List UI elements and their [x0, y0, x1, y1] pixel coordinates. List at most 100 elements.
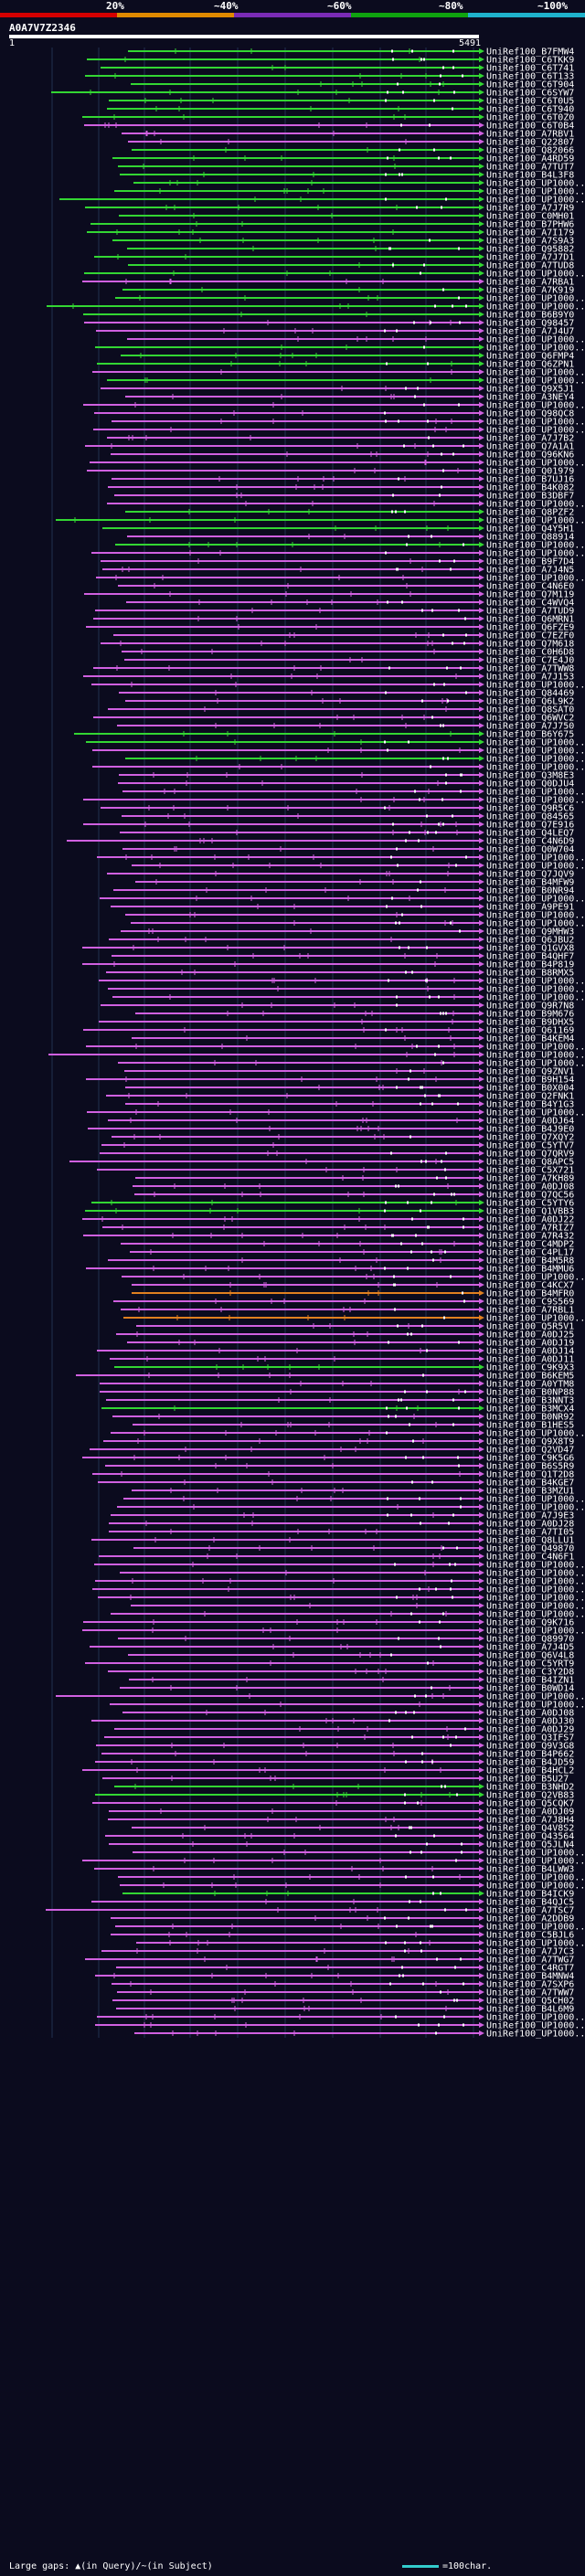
hit-label[interactable]: UniRef100_Q01979 [486, 467, 574, 477]
hit-label[interactable]: UniRef100_Q6WVC2 [486, 714, 574, 724]
hit-label[interactable]: UniRef100_B4K082 [486, 483, 574, 493]
hit-label[interactable]: UniRef100_A3NEY4 [486, 393, 574, 403]
hit-label[interactable]: UniRef100_A2DDB9 [486, 1914, 574, 1924]
hit-row[interactable]: UniRef100_UP1000.. [107, 500, 585, 510]
hit-label[interactable]: UniRef100_B4HCL2 [486, 1766, 574, 1776]
hit-row[interactable]: UniRef100_A7J4N5 [102, 566, 574, 576]
hit-row[interactable]: UniRef100_UP1000.. [132, 862, 585, 872]
hit-row[interactable]: UniRef100_Q96KN6 [111, 451, 574, 461]
hit-label[interactable]: UniRef100_A7J4U7 [486, 327, 574, 337]
hit-label[interactable]: UniRef100_UP1000.. [486, 344, 585, 354]
hit-label[interactable]: UniRef100_B4MFR0 [486, 1289, 574, 1299]
hit-label[interactable]: UniRef100_UP1000.. [486, 911, 585, 921]
hit-label[interactable]: UniRef100_Q98QC8 [486, 409, 574, 419]
hit-label[interactable]: UniRef100_Q2FNK1 [486, 1092, 574, 1102]
hit-label[interactable]: UniRef100_B1HES5 [486, 1421, 574, 1431]
hit-row[interactable]: UniRef100_A7SXP6 [112, 1980, 574, 1990]
hit-label[interactable]: UniRef100_UP1000.. [486, 574, 585, 584]
hit-label[interactable]: UniRef100_B6KEM5 [486, 1372, 574, 1382]
hit-label[interactable]: UniRef100_A0DJ30 [486, 1717, 574, 1727]
hit-label[interactable]: UniRef100_A0DJ64 [486, 1117, 574, 1127]
hit-label[interactable]: UniRef100_Q6V4L8 [486, 1651, 574, 1661]
hit-label[interactable]: UniRef100_A0DJ09 [486, 1807, 574, 1818]
hit-row[interactable]: UniRef100_UP1000.. [56, 516, 585, 526]
hit-label[interactable]: UniRef100_Q9ZNV1 [486, 1067, 574, 1077]
hit-label[interactable]: UniRef100_A7J7D1 [486, 253, 574, 263]
hit-label[interactable]: UniRef100_UP1000.. [486, 1051, 585, 1061]
hit-row[interactable]: UniRef100_UP1000.. [123, 1314, 585, 1324]
hit-row[interactable]: UniRef100_B9DHX5 [99, 1018, 574, 1028]
hit-label[interactable]: UniRef100_Q6ZPN1 [486, 360, 574, 370]
hit-row[interactable]: UniRef100_C5YRT9 [85, 1659, 574, 1670]
hit-label[interactable]: UniRef100_B9F7D4 [486, 557, 574, 567]
hit-label[interactable]: UniRef100_UP1000.. [486, 1692, 585, 1702]
hit-row[interactable]: UniRef100_B4MFW9 [135, 878, 574, 888]
hit-row[interactable]: UniRef100_Q9X5J1 [101, 385, 574, 395]
hit-label[interactable]: UniRef100_Q7E916 [486, 821, 574, 831]
hit-row[interactable]: UniRef100_A7KH89 [135, 1174, 574, 1184]
hit-label[interactable]: UniRef100_A7RBA1 [486, 278, 574, 288]
hit-row[interactable]: UniRef100_C4N6F1 [99, 1553, 574, 1563]
hit-row[interactable]: UniRef100_A7I179 [87, 228, 574, 239]
hit-label[interactable]: UniRef100_Q9MHW3 [486, 928, 574, 938]
hit-row[interactable]: UniRef100_Q7JQV9 [107, 870, 574, 880]
hit-row[interactable]: UniRef100_UP1000.. [83, 796, 585, 806]
hit-row[interactable]: UniRef100_A4RD59 [112, 154, 574, 164]
hit-row[interactable]: UniRef100_A7RBL1 [121, 1306, 574, 1316]
hit-label[interactable]: UniRef100_B7PHW6 [486, 220, 574, 230]
hit-row[interactable]: UniRef100_Q7XQY2 [112, 1133, 574, 1143]
hit-row[interactable]: UniRef100_UP1000.. [136, 1939, 585, 1949]
hit-label[interactable]: UniRef100_Q0DJU4 [486, 779, 574, 790]
hit-row[interactable]: UniRef100_UP1000.. [120, 1882, 585, 1892]
hit-label[interactable]: UniRef100_Q6MRN1 [486, 615, 574, 625]
hit-row[interactable]: UniRef100_A7J4D5 [90, 1643, 574, 1653]
hit-row[interactable]: UniRef100_Q7A1A1 [85, 442, 574, 452]
hit-label[interactable]: UniRef100_A0DJ22 [486, 1215, 574, 1225]
hit-label[interactable]: UniRef100_UP1000.. [486, 1059, 585, 1069]
hit-label[interactable]: UniRef100_A7J7B2 [486, 434, 574, 444]
hit-row[interactable]: UniRef100_A7J4U7 [96, 327, 574, 337]
hit-row[interactable]: UniRef100_UP1000.. [95, 1577, 585, 1587]
hit-row[interactable]: UniRef100_UP1000.. [95, 344, 585, 354]
hit-row[interactable]: UniRef100_B4KGE7 [98, 1479, 574, 1489]
hit-label[interactable]: UniRef100_B3NNT3 [486, 1396, 574, 1406]
hit-label[interactable]: UniRef100_B3MCX4 [486, 1405, 574, 1415]
hit-row[interactable]: UniRef100_UP1000.. [86, 738, 585, 748]
hit-row[interactable]: UniRef100_B4MFR0 [132, 1289, 574, 1299]
hit-label[interactable]: UniRef100_B0NP88 [486, 1388, 574, 1398]
hit-label[interactable]: UniRef100_Q89970 [486, 1635, 574, 1645]
hit-label[interactable]: UniRef100_UP1000.. [486, 1561, 585, 1571]
hit-label[interactable]: UniRef100_B8RMX5 [486, 969, 574, 979]
hit-row[interactable]: UniRef100_UP1000.. [82, 1627, 585, 1637]
hit-row[interactable]: UniRef100_Q84565 [122, 812, 574, 822]
hit-label[interactable]: UniRef100_B0NR92 [486, 1413, 574, 1423]
hit-label[interactable]: UniRef100_A0DJ11 [486, 1355, 574, 1365]
hit-label[interactable]: UniRef100_Q3IFS7 [486, 1733, 574, 1744]
hit-row[interactable]: UniRef100_Q8LLU1 [91, 1536, 574, 1546]
hit-row[interactable]: UniRef100_A7J7C3 [101, 1947, 574, 1957]
hit-label[interactable]: UniRef100_Q6FMP4 [486, 352, 574, 362]
hit-row[interactable]: UniRef100_UP1000.. [122, 1273, 585, 1283]
hit-row[interactable]: UniRef100_B8RMX5 [106, 969, 574, 979]
hit-label[interactable]: UniRef100_UP1000.. [486, 2021, 585, 2031]
hit-row[interactable]: UniRef100_C9K5G6 [82, 1454, 574, 1464]
hit-label[interactable]: UniRef100_A7TWW8 [486, 664, 574, 674]
hit-row[interactable]: UniRef100_A0DJ11 [110, 1355, 574, 1365]
hit-label[interactable]: UniRef100_UP1000.. [486, 681, 585, 691]
hit-label[interactable]: UniRef100_B4QJC5 [486, 1898, 574, 1908]
hit-label[interactable]: UniRef100_B6Y675 [486, 730, 574, 740]
hit-row[interactable]: UniRef100_Q0W704 [122, 845, 574, 855]
hit-label[interactable]: UniRef100_Q4Y5H1 [486, 525, 574, 535]
hit-row[interactable]: UniRef100_C6T940 [107, 105, 574, 115]
hit-row[interactable]: UniRef100_Q6WVC2 [93, 714, 574, 724]
hit-label[interactable]: UniRef100_Q7JQV9 [486, 870, 574, 880]
hit-row[interactable]: UniRef100_A7TWW7 [117, 1988, 574, 1998]
hit-row[interactable]: UniRef100_C9K9X3 [114, 1363, 574, 1373]
hit-row[interactable]: UniRef100_B4IZN1 [129, 1676, 574, 1686]
hit-row[interactable]: UniRef100_UP1000.. [82, 1857, 585, 1867]
hit-row[interactable]: UniRef100_UP1000.. [93, 426, 585, 436]
hit-row[interactable]: UniRef100_UP1000.. [114, 187, 585, 197]
hit-row[interactable]: UniRef100_C0MH01 [119, 212, 574, 222]
hit-row[interactable]: UniRef100_UP1000.. [108, 985, 585, 995]
hit-label[interactable]: UniRef100_C6SYW7 [486, 89, 574, 99]
